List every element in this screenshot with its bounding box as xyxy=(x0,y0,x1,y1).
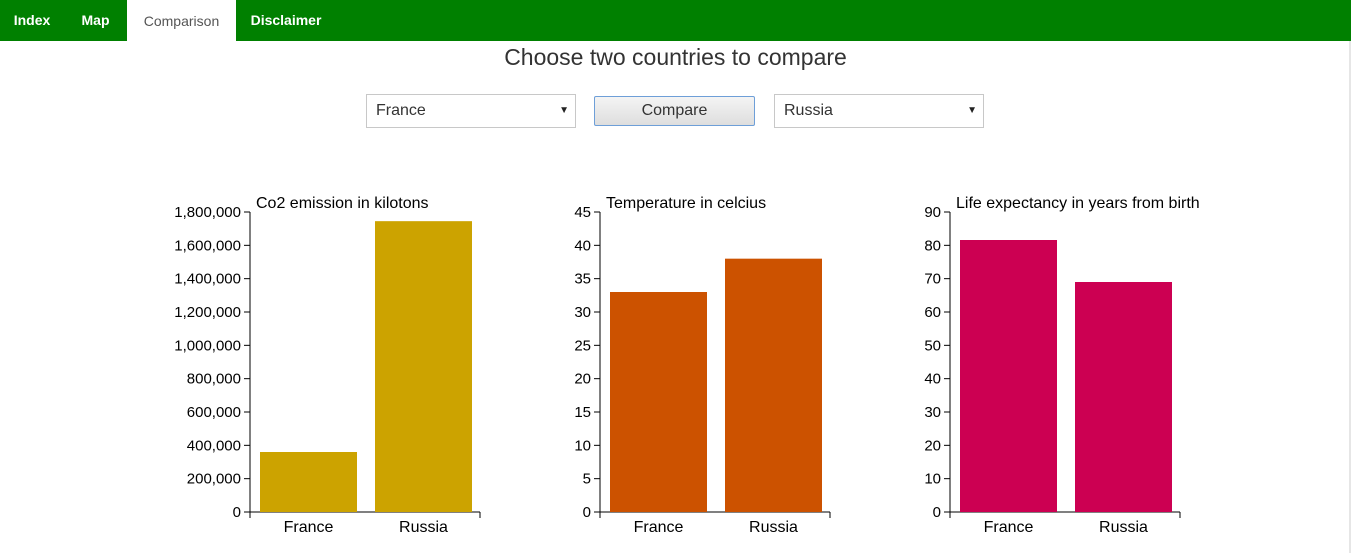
x-tick-label: France xyxy=(634,519,684,536)
compare-button[interactable]: Compare xyxy=(594,96,755,126)
y-tick-label: 0 xyxy=(933,504,941,521)
country-left-value: France xyxy=(376,102,426,119)
y-tick-label: 10 xyxy=(924,471,941,488)
x-tick-label: France xyxy=(984,519,1034,536)
y-tick-label: 30 xyxy=(924,404,941,421)
bar-russia xyxy=(725,258,822,512)
y-tick-label: 45 xyxy=(574,204,591,221)
y-tick-label: 15 xyxy=(574,404,591,421)
y-tick-label: 1,200,000 xyxy=(174,304,241,321)
y-tick-label: 0 xyxy=(233,504,241,521)
top-navbar: Index Map Comparison Disclaimer xyxy=(0,0,1351,42)
x-tick-label: France xyxy=(284,519,334,536)
y-tick-label: 30 xyxy=(574,304,591,321)
y-tick-label: 800,000 xyxy=(187,371,241,388)
bar-russia xyxy=(375,221,472,512)
page-title: Choose two countries to compare xyxy=(504,44,847,70)
y-tick-label: 5 xyxy=(583,471,591,488)
bar-france xyxy=(610,292,707,512)
life-expectancy-chart: 0 10 20 30 40 50 60 70 80 90 France Russia Life expe… xyxy=(924,195,1199,536)
chart-title: Temperature in celcius xyxy=(606,195,766,212)
y-tick-label: 1,800,000 xyxy=(174,204,241,221)
country-right-select[interactable]: Russia ▼ xyxy=(774,94,984,128)
y-tick-label: 80 xyxy=(924,237,941,254)
country-left-select[interactable]: France ▼ xyxy=(366,94,576,128)
y-tick-label: 0 xyxy=(583,504,591,521)
y-tick-label: 35 xyxy=(574,271,591,288)
nav-map[interactable]: Map xyxy=(81,12,110,28)
y-tick-label: 10 xyxy=(574,437,591,454)
dropdown-arrow-icon: ▼ xyxy=(559,105,569,116)
y-tick-label: 20 xyxy=(574,371,591,388)
chart-title: Co2 emission in kilotons xyxy=(256,195,429,212)
y-tick-label: 1,000,000 xyxy=(174,337,241,354)
y-tick-label: 600,000 xyxy=(187,404,241,421)
nav-disclaimer[interactable]: Disclaimer xyxy=(250,12,322,28)
x-tick-label: Russia xyxy=(1099,519,1148,536)
dropdown-arrow-icon: ▼ xyxy=(967,105,977,116)
x-tick-label: Russia xyxy=(749,519,798,536)
bar-russia xyxy=(1075,282,1172,512)
y-tick-label: 25 xyxy=(574,337,591,354)
y-tick-label: 200,000 xyxy=(187,471,241,488)
temperature-chart: 0 5 10 15 20 25 30 35 40 45 France Russia Temperatur… xyxy=(574,195,831,536)
co2-chart: 0 200,000 400,000 600,000 800,000 1,000,000 1,… xyxy=(174,195,481,536)
bar-france xyxy=(260,452,357,512)
nav-comparison[interactable]: Comparison xyxy=(127,0,236,42)
y-tick-label: 90 xyxy=(924,204,941,221)
y-tick-label: 40 xyxy=(574,237,591,254)
country-right-value: Russia xyxy=(784,102,833,119)
bar-france xyxy=(960,240,1057,512)
y-tick-label: 40 xyxy=(924,371,941,388)
chart-title: Life expectancy in years from birth xyxy=(956,195,1200,212)
y-tick-label: 1,400,000 xyxy=(174,271,241,288)
y-tick-label: 1,600,000 xyxy=(174,237,241,254)
y-tick-label: 50 xyxy=(924,337,941,354)
x-tick-label: Russia xyxy=(399,519,448,536)
y-tick-label: 60 xyxy=(924,304,941,321)
y-tick-label: 400,000 xyxy=(187,437,241,454)
nav-index[interactable]: Index xyxy=(13,12,51,28)
y-tick-label: 70 xyxy=(924,271,941,288)
page-scrollbar[interactable] xyxy=(1349,41,1351,553)
y-tick-label: 20 xyxy=(924,437,941,454)
